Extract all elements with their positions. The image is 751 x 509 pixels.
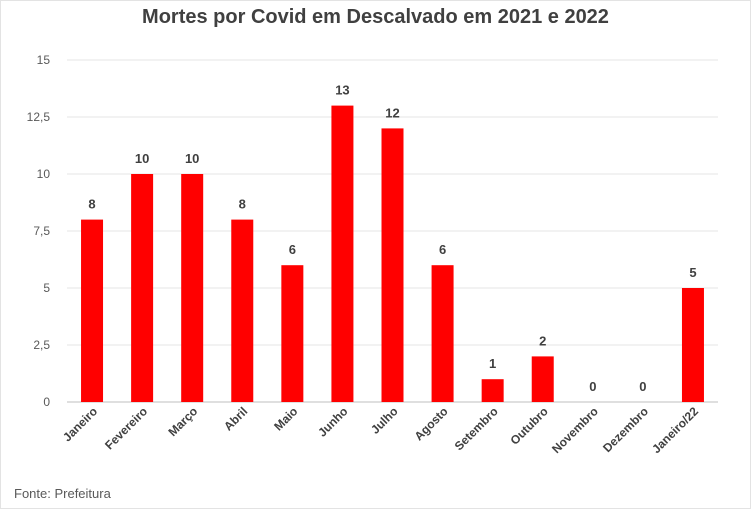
bar <box>531 356 554 402</box>
data-label: 8 <box>239 197 246 212</box>
y-tick-label: 7,5 <box>33 224 50 238</box>
y-axis-ticks: 0 2,5 5 7,5 10 12,5 15 <box>27 53 51 409</box>
bar <box>681 288 704 402</box>
bar <box>131 174 154 402</box>
data-label: 5 <box>689 265 696 280</box>
source-note: Fonte: Prefeitura <box>14 486 111 501</box>
x-axis-categories: Janeiro Fevereiro Março Abril Maio Junho Julho… <box>60 404 701 456</box>
bars <box>81 105 704 402</box>
x-category-label: Dezembro <box>600 404 651 455</box>
data-label: 10 <box>185 151 199 166</box>
x-category-label: Março <box>165 404 200 439</box>
data-label: 0 <box>639 379 646 394</box>
bar <box>281 265 304 402</box>
x-category-label: Setembro <box>452 404 501 453</box>
data-label: 13 <box>335 83 349 98</box>
y-tick-label: 5 <box>43 281 50 295</box>
x-category-label: Abril <box>221 404 250 433</box>
x-category-label: Janeiro <box>60 404 100 444</box>
x-category-label: Janeiro/22 <box>649 404 701 456</box>
chart-title: Mortes por Covid em Descalvado em 2021 e… <box>142 6 609 28</box>
x-category-label: Novembro <box>549 404 601 456</box>
data-label: 2 <box>539 333 546 348</box>
y-tick-label: 0 <box>43 395 50 409</box>
bar <box>381 128 404 402</box>
bar <box>181 174 204 402</box>
data-label: 12 <box>385 105 399 120</box>
x-category-label: Fevereiro <box>102 404 150 452</box>
bar <box>231 219 254 402</box>
data-label: 6 <box>439 242 446 257</box>
data-label: 10 <box>135 151 149 166</box>
data-label: 0 <box>589 379 596 394</box>
x-category-label: Junho <box>315 404 350 439</box>
x-category-label: Julho <box>368 404 401 437</box>
y-tick-label: 2,5 <box>33 338 50 352</box>
data-label: 8 <box>88 197 95 212</box>
bar <box>481 379 504 402</box>
data-label: 6 <box>289 242 296 257</box>
x-category-label: Maio <box>271 404 300 433</box>
x-category-label: Agosto <box>412 404 451 443</box>
data-label: 1 <box>489 356 496 371</box>
y-tick-label: 10 <box>37 167 51 181</box>
x-category-label: Outubro <box>507 404 550 447</box>
bar <box>331 105 354 402</box>
bar <box>81 219 104 402</box>
bar <box>431 265 454 402</box>
y-tick-label: 15 <box>37 53 51 67</box>
y-tick-label: 12,5 <box>27 110 51 124</box>
